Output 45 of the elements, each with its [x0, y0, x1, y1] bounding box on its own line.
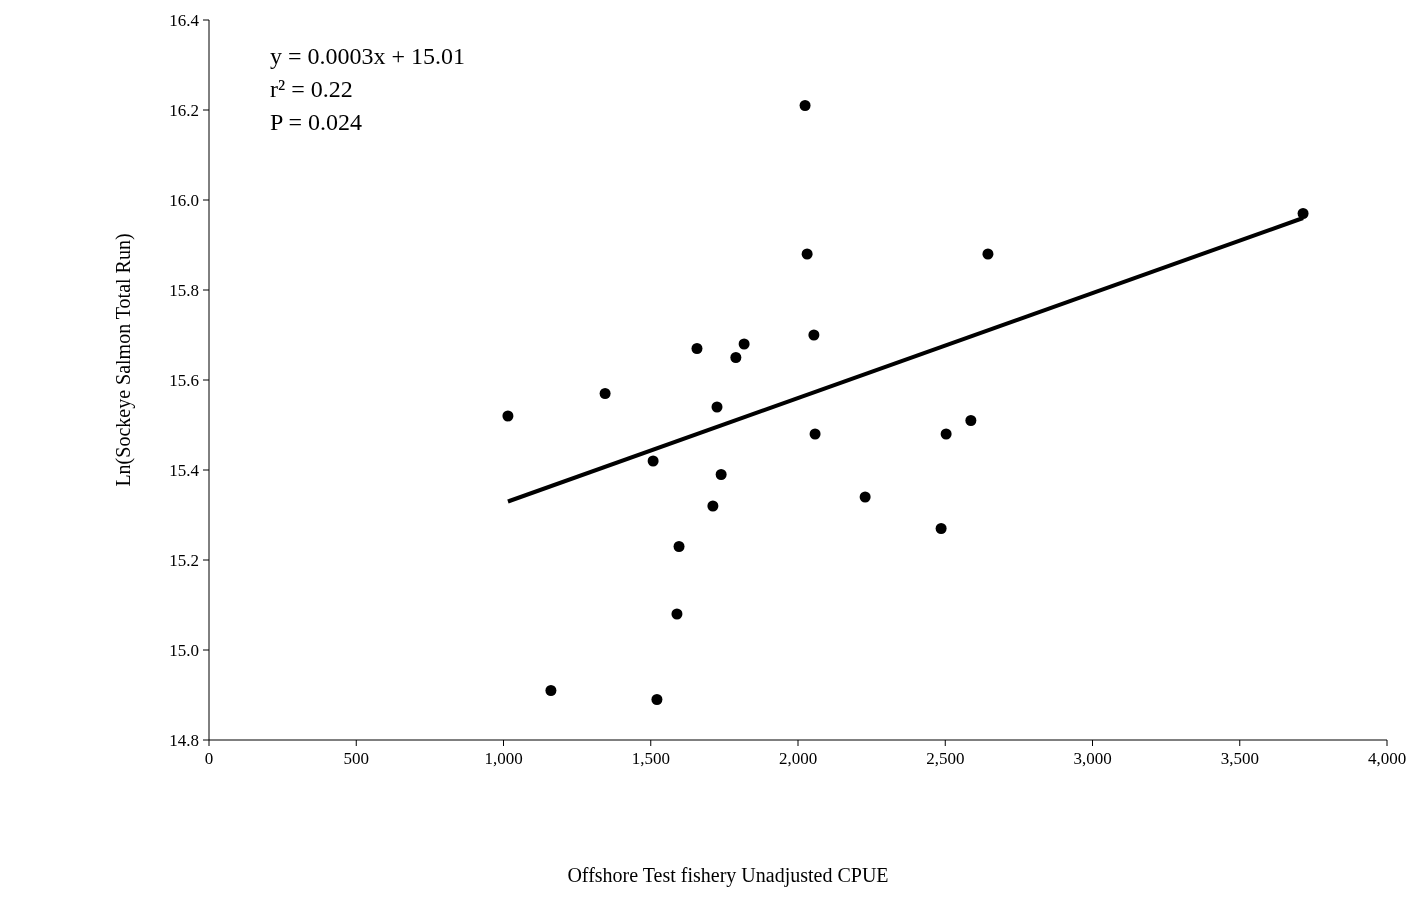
x-tick-label: 1,000	[484, 749, 523, 768]
point	[859, 491, 871, 503]
point	[711, 401, 723, 413]
point	[808, 329, 820, 341]
y-axis-title: Ln(Sockeye Salmon Total Run)	[112, 233, 135, 487]
x-tick-label: 3,000	[1073, 749, 1112, 768]
x-axis-title: Offshore Test fishery Unadjusted CPUE	[567, 864, 889, 887]
point	[738, 338, 750, 350]
y-tick-label: 15.0	[169, 641, 199, 660]
y-tick-label: 15.4	[169, 461, 200, 480]
point	[799, 100, 811, 111]
point	[940, 428, 952, 440]
point	[673, 541, 685, 552]
point	[715, 469, 727, 480]
y-tick-label: 16.0	[169, 191, 199, 210]
point	[965, 415, 977, 426]
point	[545, 685, 557, 696]
x-tick-label: 0	[204, 749, 214, 768]
x-tick-label: 500	[343, 749, 369, 768]
annotation: y = 0.0003x + 15.01	[270, 43, 466, 69]
point	[982, 248, 994, 260]
point	[707, 500, 719, 512]
point	[691, 343, 703, 354]
x-tick-label: 1,500	[631, 749, 670, 768]
y-tick-label: 14.8	[169, 731, 199, 750]
point	[599, 388, 611, 399]
x-tick-label: 3,500	[1220, 749, 1259, 768]
y-tick-label: 16.2	[169, 101, 199, 120]
point	[730, 352, 742, 363]
y-tick-label: 15.2	[169, 551, 199, 570]
x-tick-label: 2,000	[778, 749, 818, 768]
y-tick-label: 16.4	[169, 11, 200, 30]
point	[651, 694, 663, 705]
point	[809, 428, 821, 440]
y-tick-label: 15.8	[169, 281, 199, 300]
point	[801, 248, 813, 260]
y-tick-label: 15.6	[169, 371, 199, 390]
point	[671, 608, 683, 620]
point	[647, 455, 659, 467]
annotation: P = 0.024	[270, 109, 362, 135]
point	[502, 410, 514, 422]
x-tick-label: 2,500	[926, 749, 965, 768]
annotation: r² = 0.22	[270, 76, 353, 102]
x-tick-label: 4,000	[1367, 749, 1407, 768]
point	[935, 523, 947, 534]
